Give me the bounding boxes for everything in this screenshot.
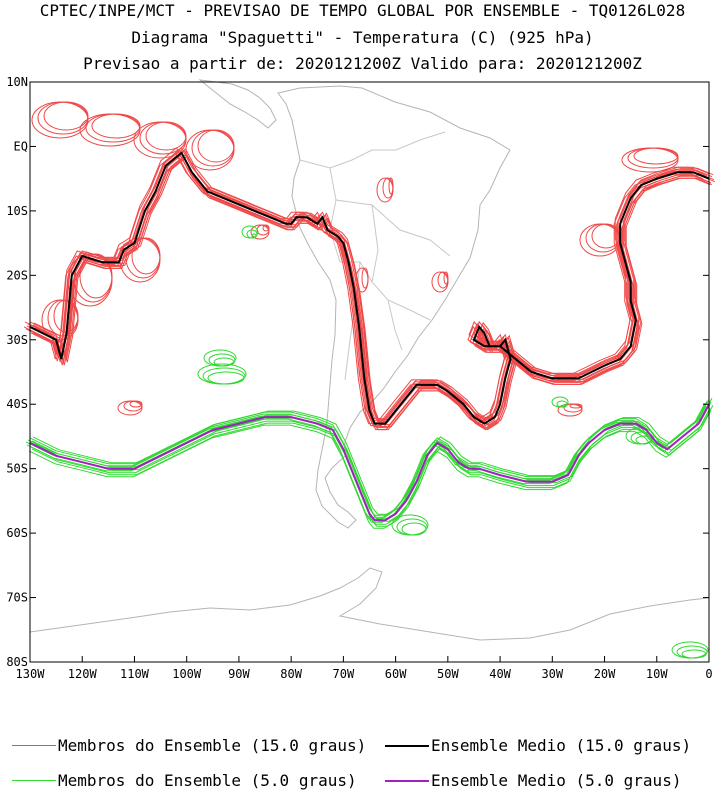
ensemble-member-15-line bbox=[32, 150, 713, 423]
x-tick-label: 130W bbox=[16, 667, 46, 681]
legend-swatch-members-5 bbox=[12, 780, 56, 781]
country-borders bbox=[299, 131, 451, 381]
ensemble-mean-layer bbox=[29, 151, 710, 522]
x-tick-label: 0 bbox=[705, 667, 712, 681]
chart-subtitle: Diagrama "Spaguetti" - Temperatura (C) (… bbox=[131, 28, 594, 47]
ensemble-mean-5-line bbox=[29, 403, 710, 522]
plot-frame bbox=[29, 81, 710, 663]
legend-swatch-mean-5 bbox=[385, 779, 429, 782]
y-tick-label: 60S bbox=[6, 526, 28, 540]
ensemble-member-15-contour bbox=[569, 403, 583, 409]
ensemble-member-15-line bbox=[32, 158, 713, 431]
x-tick-label: 80W bbox=[280, 667, 302, 681]
ensemble-member-15-contour bbox=[361, 267, 369, 289]
x-tick-label: 120W bbox=[68, 667, 98, 681]
y-tick-label: 10N bbox=[6, 75, 28, 89]
ensemble-member-15-contour bbox=[79, 253, 113, 299]
ensemble-member-15-contour bbox=[197, 129, 235, 163]
y-tick-label: 20S bbox=[6, 268, 28, 282]
ensemble-member-5-contour bbox=[401, 522, 427, 536]
y-tick-label: 70S bbox=[6, 591, 28, 605]
ensemble-member-5-contour bbox=[676, 645, 708, 659]
y-tick-label: 50S bbox=[6, 462, 28, 476]
ensemble-member-5-contour bbox=[635, 435, 653, 445]
antarctica-coastline bbox=[29, 567, 709, 641]
ensemble-member-15-contour bbox=[131, 237, 161, 275]
x-tick-label: 10W bbox=[646, 667, 668, 681]
chart-validity: Previsao a partir de: 2020121200Z Valido… bbox=[83, 54, 642, 73]
ensemble-mean-15-line bbox=[29, 151, 710, 425]
x-tick-label: 50W bbox=[437, 667, 459, 681]
y-tick-label: 10S bbox=[6, 204, 28, 218]
x-tick-label: 100W bbox=[172, 667, 202, 681]
y-tick-label: EQ bbox=[14, 139, 28, 153]
ensemble-member-15-line bbox=[30, 158, 711, 431]
ensemble-member-15-contour bbox=[185, 129, 235, 171]
x-tick-label: 30W bbox=[541, 667, 563, 681]
y-tick-label: 40S bbox=[6, 397, 28, 411]
ensemble-member-15-contour bbox=[43, 101, 89, 131]
x-tick-label: 110W bbox=[120, 667, 150, 681]
legend-item-mean-5: Ensemble Medio (5.0 graus) bbox=[385, 771, 681, 790]
x-tick-label: 70W bbox=[333, 667, 355, 681]
ensemble-member-15-line bbox=[24, 147, 705, 420]
ensemble-member-5-line bbox=[28, 411, 709, 529]
x-tick-label: 90W bbox=[228, 667, 250, 681]
x-tick-label: 60W bbox=[385, 667, 407, 681]
ensemble-member-15-contour bbox=[133, 121, 187, 159]
ensemble-member-15-contour bbox=[123, 400, 143, 412]
ensemble-member-5-contour bbox=[681, 649, 707, 659]
legend-label-members-5: Membros do Ensemble (5.0 graus) bbox=[58, 771, 357, 790]
legend-label-members-15: Membros do Ensemble (15.0 graus) bbox=[58, 736, 367, 755]
ensemble-member-15-line bbox=[35, 155, 716, 428]
ensemble-member-15-contour bbox=[79, 113, 141, 147]
ensemble-member-15-contour bbox=[129, 400, 143, 408]
ensemble-member-5-line bbox=[31, 409, 712, 527]
axes-layer: 130W 120W 110W 100W 90W 80W 70W 60W 50W 40W 30W 20W… bbox=[6, 75, 712, 681]
ensemble-member-15-contour bbox=[431, 271, 449, 293]
ensemble-member-5-contour bbox=[396, 518, 428, 536]
ensemble-member-15-contour bbox=[145, 121, 187, 151]
legend-item-members-15: Membros do Ensemble (15.0 graus) bbox=[12, 736, 366, 755]
ensemble-member-15-contour bbox=[633, 147, 679, 165]
ensemble-member-5-contour bbox=[246, 229, 258, 239]
ensemble-member-15-contour bbox=[31, 101, 89, 139]
ensemble-member-15-contour bbox=[376, 177, 394, 203]
ensemble-member-5-contour bbox=[561, 404, 567, 408]
ensemble-member-5-line bbox=[25, 402, 706, 520]
legend-label-mean-5: Ensemble Medio (5.0 graus) bbox=[431, 771, 682, 790]
ensemble-member-15-line bbox=[26, 151, 707, 424]
ensemble-member-15-contour bbox=[627, 147, 679, 169]
x-tick-label: 40W bbox=[489, 667, 511, 681]
legend-swatch-members-15 bbox=[12, 745, 56, 746]
ensemble-member-5-contour bbox=[213, 357, 235, 367]
legend-item-mean-15: Ensemble Medio (15.0 graus) bbox=[385, 736, 691, 755]
central-america-coastline bbox=[198, 79, 277, 129]
chart-title: CPTEC/INPE/MCT - PREVISAO DE TEMPO GLOBA… bbox=[39, 1, 686, 20]
ensemble-member-15-contour bbox=[388, 177, 394, 195]
legend-item-members-5: Membros do Ensemble (5.0 graus) bbox=[12, 771, 357, 790]
ensemble-member-15-contour bbox=[256, 224, 270, 236]
ensemble-member-15-contour bbox=[382, 177, 394, 199]
ensemble-member-15-contour bbox=[262, 224, 270, 232]
coastline-layer bbox=[29, 79, 709, 641]
ensemble-member-15-line bbox=[34, 153, 715, 426]
ensemble-member-15-contour bbox=[437, 271, 449, 289]
x-tick-label: 20W bbox=[594, 667, 616, 681]
legend-label-mean-15: Ensemble Medio (15.0 graus) bbox=[431, 736, 692, 755]
ensemble-member-15-contour bbox=[443, 271, 449, 285]
ensemble-member-5-contour bbox=[207, 371, 245, 385]
ensemble-member-15-contour bbox=[91, 113, 141, 139]
legend-swatch-mean-15 bbox=[385, 744, 429, 747]
ensemble-member-15-contour bbox=[139, 121, 187, 155]
ensemble-member-15-contour bbox=[125, 237, 161, 279]
south-america-coastline bbox=[277, 85, 511, 529]
y-tick-label: 30S bbox=[6, 333, 28, 347]
y-tick-label: 80S bbox=[6, 655, 28, 669]
ensemble-members-5-layer bbox=[25, 225, 714, 659]
ensemble-member-5-contour bbox=[251, 233, 257, 239]
